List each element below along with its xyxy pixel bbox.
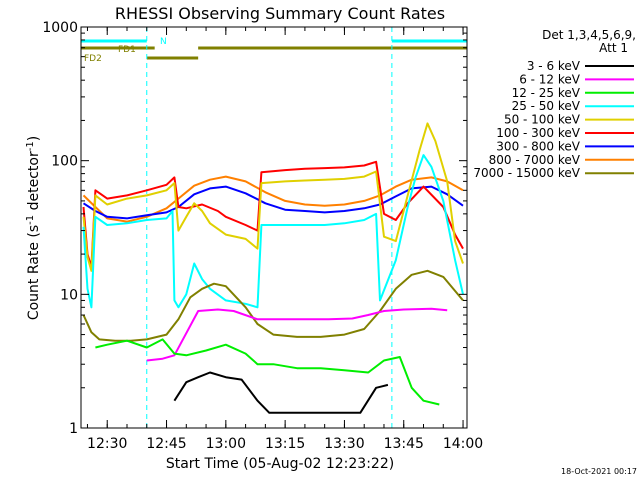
series-lines bbox=[82, 122, 464, 414]
series-line-25-50-kev bbox=[82, 154, 464, 309]
x-tick-label-2: 13:00 bbox=[206, 436, 246, 452]
x-axis-label: Start Time (05-Aug-02 12:23:22) bbox=[166, 456, 394, 472]
series-line-800-7000-kev bbox=[82, 175, 464, 223]
flag-label-fd2: FD2 bbox=[84, 54, 102, 64]
legend-entry-label-4: 50 - 100 keV bbox=[504, 113, 581, 127]
legend-entry-label-5: 100 - 300 keV bbox=[496, 126, 580, 140]
x-tick-label-0: 12:30 bbox=[87, 436, 127, 452]
axis-ticks: 12:30 12:45 13:00 13:15 13:30 13:45 14:00 1 10 10… bbox=[42, 20, 483, 452]
legend-entry-label-0: 3 - 6 keV bbox=[527, 59, 581, 73]
y-tick-label-0: 1 bbox=[69, 421, 78, 437]
series-line-100-300-kev bbox=[82, 160, 464, 268]
flag-label-fd1: FD1 bbox=[118, 45, 136, 55]
legend-header-1: Det 1,3,4,5,6,9, bbox=[542, 28, 636, 42]
timestamp: 18-Oct-2021 00:17 bbox=[561, 467, 637, 476]
x-tick-label-6: 14:00 bbox=[443, 436, 483, 452]
y-tick-label-3: 1000 bbox=[42, 20, 78, 36]
legend-entry-label-2: 12 - 25 keV bbox=[512, 86, 581, 100]
series-line-12-25-kev bbox=[95, 338, 440, 406]
series-line-3-6-kev bbox=[173, 371, 389, 414]
series-line-6-12-kev bbox=[146, 307, 448, 362]
y-tick-label-2: 100 bbox=[51, 154, 78, 170]
flag-bars bbox=[81, 27, 467, 428]
series-line-7000-15000-kev bbox=[82, 269, 464, 342]
legend-entry-label-7: 800 - 7000 keV bbox=[489, 153, 581, 167]
x-tick-label-1: 12:45 bbox=[146, 436, 186, 452]
chart-title: RHESSI Observing Summary Count Rates bbox=[115, 4, 445, 23]
legend-header-2: Att 1 bbox=[599, 41, 628, 55]
legend-entry-label-3: 25 - 50 keV bbox=[512, 99, 581, 113]
x-tick-label-3: 13:15 bbox=[265, 436, 305, 452]
legend-entry-label-8: 7000 - 15000 keV bbox=[473, 166, 580, 180]
flag-label-night: N bbox=[160, 37, 167, 47]
series-line-50-100-kev bbox=[82, 122, 464, 272]
plot-frame bbox=[80, 26, 468, 429]
x-tick-label-4: 13:30 bbox=[324, 436, 364, 452]
legend-entry-label-6: 300 - 800 keV bbox=[496, 139, 580, 153]
y-tick-label-1: 10 bbox=[60, 287, 78, 303]
x-tick-label-5: 13:45 bbox=[384, 436, 424, 452]
legend-entry-label-1: 6 - 12 keV bbox=[519, 72, 581, 86]
y-axis-label: Count Rate (s-1 detector-1) bbox=[25, 136, 42, 320]
series-line-300-800-kev bbox=[82, 185, 464, 220]
